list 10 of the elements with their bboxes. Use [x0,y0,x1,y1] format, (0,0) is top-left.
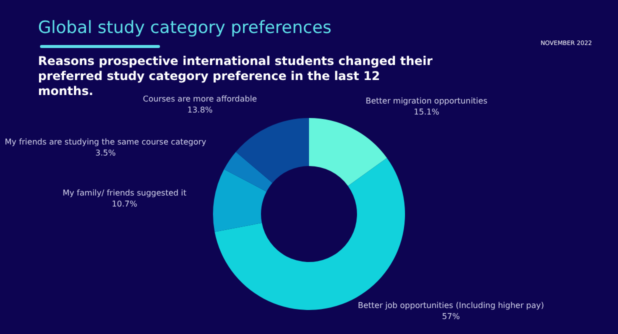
data-label: 15.1% [414,108,440,117]
slice-label: Better job opportunities (Including higher pay) [358,301,544,310]
data-label: 57% [442,312,460,321]
chart-title: Global study category preferences [38,18,332,38]
data-label: 10.7% [112,200,138,209]
slice-label: My family/ friends suggested it [62,188,186,198]
data-label: 13.8% [187,105,214,114]
data-label: 3.5% [95,148,116,158]
slice-label: Better migration opportunities [366,96,488,106]
slice-label: My friends are studying the same course category [4,138,207,147]
